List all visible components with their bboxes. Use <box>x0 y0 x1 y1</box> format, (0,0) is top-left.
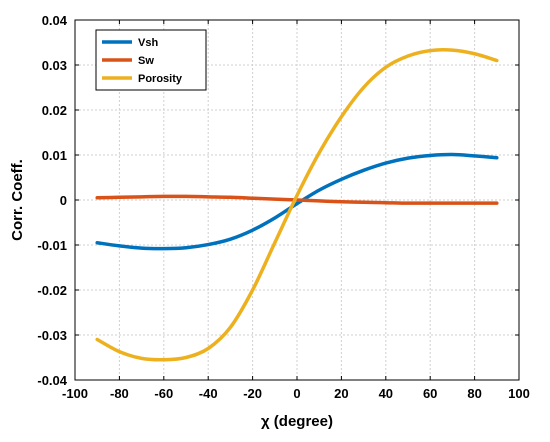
x-tick-label: 40 <box>379 386 393 401</box>
legend-label-sw: Sw <box>138 55 154 67</box>
x-tick-label: 100 <box>508 386 530 401</box>
y-tick-label: -0.03 <box>37 328 67 343</box>
series-lines <box>95 48 499 362</box>
y-tick-label: 0.03 <box>42 58 67 73</box>
legend-label-vsh: Vsh <box>138 37 158 49</box>
y-tick-label: -0.04 <box>37 373 67 388</box>
y-tick-label: 0.02 <box>42 103 67 118</box>
x-tick-label: -60 <box>154 386 173 401</box>
x-tick-label: 60 <box>423 386 437 401</box>
x-tick-label: -100 <box>62 386 88 401</box>
y-tick-label: -0.01 <box>37 238 67 253</box>
x-tick-label: -80 <box>110 386 129 401</box>
x-tick-label: -20 <box>243 386 262 401</box>
series-line-porosity <box>95 48 499 362</box>
series-line-sw <box>95 194 499 205</box>
x-tick-label: 80 <box>467 386 481 401</box>
x-tick-label: 0 <box>293 386 300 401</box>
y-axis-title: Corr. Coeff. <box>9 159 26 241</box>
y-tick-label: -0.02 <box>37 283 67 298</box>
y-tick-label: 0 <box>60 193 67 208</box>
y-tick-label: 0.01 <box>42 148 67 163</box>
x-tick-label: 20 <box>334 386 348 401</box>
legend: Vsh Sw Porosity <box>95 29 207 91</box>
axis-ticks: -100 -80 -60 -40 -20 0 20 40 60 80 100 -0.04 -0.03 -0… <box>37 13 529 401</box>
series-line-vsh <box>95 152 499 251</box>
x-axis-title: χ (degree) <box>261 413 333 430</box>
legend-label-porosity: Porosity <box>138 73 183 85</box>
x-tick-label: -40 <box>199 386 218 401</box>
y-tick-label: 0.04 <box>42 13 68 28</box>
